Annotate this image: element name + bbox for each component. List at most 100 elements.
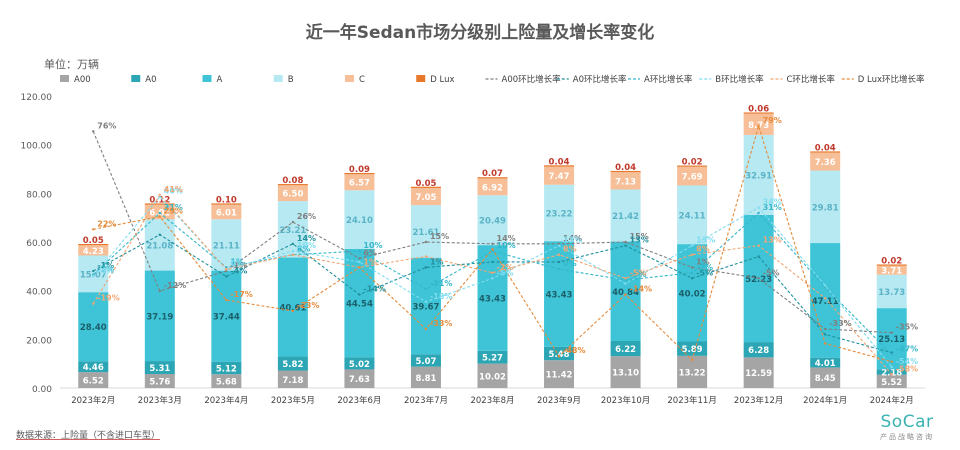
bar-data-label: 4.23 xyxy=(83,247,104,257)
bar-data-label: 13.22 xyxy=(679,368,706,378)
growth-data-label: -17% xyxy=(230,290,252,299)
growth-point xyxy=(690,244,694,247)
socar-logo: SoCar 产品战略咨询 xyxy=(880,412,934,441)
growth-point xyxy=(158,215,162,218)
bar-segment xyxy=(810,367,841,388)
growth-point xyxy=(557,242,561,246)
growth-data-label: 13% xyxy=(563,236,582,245)
bar-data-label: 5.27 xyxy=(482,354,503,364)
growth-point xyxy=(424,266,428,269)
bar-data-label: 5.76 xyxy=(149,377,170,387)
bar-data-label: 8.81 xyxy=(415,374,436,384)
growth-point xyxy=(624,277,627,280)
bar-segment xyxy=(211,219,242,271)
growth-point xyxy=(225,275,228,278)
growth-point xyxy=(624,278,627,282)
growth-data-label: -35% xyxy=(896,323,918,332)
bar-data-label: 7.63 xyxy=(349,375,370,385)
growth-data-label: -5% xyxy=(497,268,514,277)
bar-segment xyxy=(144,373,175,388)
growth-data-label: 41% xyxy=(164,185,183,194)
growth-point xyxy=(624,293,627,296)
growth-data-label: -5% xyxy=(696,268,713,277)
growth-data-label: 31% xyxy=(164,203,183,212)
bar-data-label: 6.28 xyxy=(748,346,769,356)
y-tick-label: 40.00 xyxy=(26,288,52,298)
bar-segment xyxy=(144,219,175,271)
growth-point xyxy=(690,266,694,269)
bar-data-label: 28.40 xyxy=(80,323,107,333)
growth-point xyxy=(557,253,561,256)
bar-data-label: 7.18 xyxy=(282,376,303,386)
bar-data-label: 43.43 xyxy=(546,291,573,301)
bar-segment xyxy=(78,244,109,246)
bar-segment xyxy=(344,357,375,370)
bar-data-label: 5.12 xyxy=(216,364,237,374)
growth-data-label: 0% xyxy=(563,259,577,268)
bar-segment xyxy=(277,185,308,202)
x-tick-label: 2023年3月 xyxy=(138,395,182,406)
bar-segment xyxy=(544,165,575,167)
bar-segment xyxy=(677,165,708,167)
growth-data-label: -4% xyxy=(230,266,247,275)
legend-label: D Lux环比增长率 xyxy=(858,74,925,85)
growth-data-label: -2% xyxy=(696,263,713,272)
bar-segment xyxy=(78,372,109,388)
growth-point xyxy=(557,355,561,358)
bar-segment xyxy=(477,195,508,246)
growth-data-label: 8% xyxy=(696,245,710,254)
bar-data-label: 20.49 xyxy=(479,217,506,227)
bar-segment xyxy=(144,270,175,362)
bar-data-label: 0.07 xyxy=(482,169,503,179)
growth-data-label: 6% xyxy=(363,248,377,257)
growth-point xyxy=(92,302,95,305)
x-tick-label: 2023年10月 xyxy=(601,395,650,406)
growth-point xyxy=(624,244,627,247)
legend-swatch xyxy=(131,75,141,82)
growth-data-label: 14% xyxy=(563,234,582,243)
bar-segment xyxy=(277,184,308,186)
bar-segment xyxy=(477,178,508,196)
bar-segment xyxy=(410,257,441,355)
bar-segment xyxy=(876,374,907,388)
bar-data-label: 6.57 xyxy=(349,179,370,189)
legend-label: A00 xyxy=(74,75,91,85)
bar-segment xyxy=(677,185,708,245)
bar-segment xyxy=(344,174,375,191)
bar-segment xyxy=(344,190,375,249)
x-tick-label: 2023年5月 xyxy=(271,395,315,406)
growth-data-label: 13% xyxy=(763,236,782,245)
data-source-note: 数据来源：上险量（不含进口车型） xyxy=(16,431,161,441)
bar-segment xyxy=(410,354,441,367)
growth-point xyxy=(757,124,760,128)
bar-data-label: 6.50 xyxy=(282,190,303,200)
bar-data-label: 7.69 xyxy=(682,173,703,183)
bar-data-label: 43.43 xyxy=(479,294,506,304)
growth-data-label: -58% xyxy=(896,364,918,373)
legend-label: D Lux xyxy=(430,75,454,85)
bar-data-label: 23.22 xyxy=(546,209,573,219)
legend-label: C xyxy=(359,75,365,85)
growth-data-label: 10% xyxy=(363,241,382,250)
growth-data-label: -33% xyxy=(829,319,851,328)
growth-data-label: 15% xyxy=(430,232,449,241)
growth-point xyxy=(491,248,494,251)
bar-data-label: 32.91 xyxy=(745,171,772,181)
x-tick-label: 2023年11月 xyxy=(667,395,716,406)
growth-point xyxy=(757,206,760,209)
growth-point xyxy=(358,249,361,253)
bar-segment xyxy=(810,357,841,368)
bar-data-label: 6.01 xyxy=(216,208,237,218)
growth-data-label: -5% xyxy=(630,268,647,277)
growth-data-label: -4% xyxy=(97,266,114,275)
legend-label: A环比增长率 xyxy=(644,74,693,85)
growth-point xyxy=(690,253,694,256)
growth-point xyxy=(823,333,827,336)
bar-data-label: 0.02 xyxy=(881,256,902,266)
bar-segment xyxy=(410,366,441,388)
bar-data-label: 5.31 xyxy=(149,364,170,374)
growth-point xyxy=(358,260,361,264)
x-tick-label: 2024年1月 xyxy=(803,395,847,406)
growth-data-label: 10% xyxy=(497,241,516,250)
growth-point xyxy=(225,298,228,302)
